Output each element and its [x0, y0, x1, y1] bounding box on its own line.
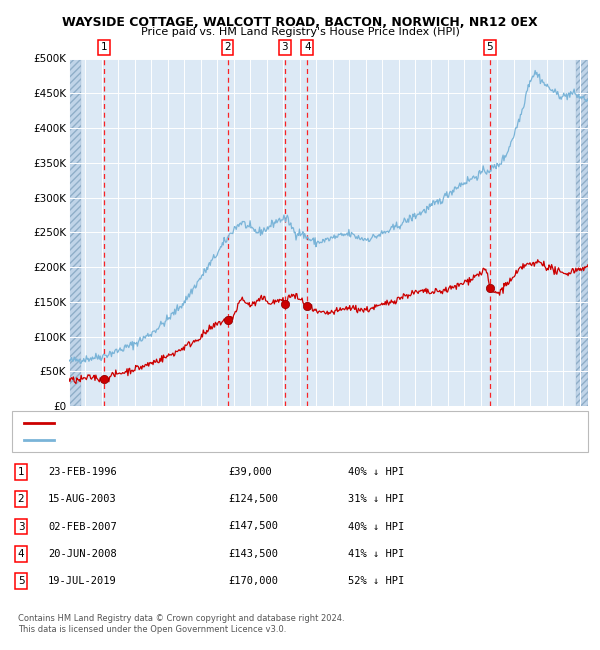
Text: 5: 5 — [487, 42, 493, 52]
Bar — [69, 58, 80, 406]
Text: 5: 5 — [17, 576, 25, 586]
Text: 3: 3 — [17, 521, 25, 532]
Text: 23-FEB-1996: 23-FEB-1996 — [48, 467, 117, 477]
Text: Contains HM Land Registry data © Crown copyright and database right 2024.
This d: Contains HM Land Registry data © Crown c… — [18, 614, 344, 634]
Text: WAYSIDE COTTAGE, WALCOTT ROAD, BACTON, NORWICH, NR12 0EX (detached house): WAYSIDE COTTAGE, WALCOTT ROAD, BACTON, N… — [60, 418, 483, 428]
Text: 41% ↓ HPI: 41% ↓ HPI — [348, 549, 404, 559]
Text: 20-JUN-2008: 20-JUN-2008 — [48, 549, 117, 559]
Text: £147,500: £147,500 — [228, 521, 278, 532]
Text: 2: 2 — [224, 42, 231, 52]
Text: 52% ↓ HPI: 52% ↓ HPI — [348, 576, 404, 586]
Text: 31% ↓ HPI: 31% ↓ HPI — [348, 494, 404, 504]
Text: 40% ↓ HPI: 40% ↓ HPI — [348, 467, 404, 477]
Text: £170,000: £170,000 — [228, 576, 278, 586]
Text: 40% ↓ HPI: 40% ↓ HPI — [348, 521, 404, 532]
Text: HPI: Average price, detached house, North Norfolk: HPI: Average price, detached house, Nort… — [60, 436, 306, 445]
Bar — [577, 58, 588, 406]
Text: 3: 3 — [281, 42, 288, 52]
Text: 1: 1 — [17, 467, 25, 477]
Bar — [577, 58, 588, 406]
Text: 4: 4 — [17, 549, 25, 559]
Text: 15-AUG-2003: 15-AUG-2003 — [48, 494, 117, 504]
Text: 02-FEB-2007: 02-FEB-2007 — [48, 521, 117, 532]
Bar — [69, 58, 80, 406]
Text: £143,500: £143,500 — [228, 549, 278, 559]
Text: £39,000: £39,000 — [228, 467, 272, 477]
Text: 19-JUL-2019: 19-JUL-2019 — [48, 576, 117, 586]
Text: WAYSIDE COTTAGE, WALCOTT ROAD, BACTON, NORWICH, NR12 0EX: WAYSIDE COTTAGE, WALCOTT ROAD, BACTON, N… — [62, 16, 538, 29]
Text: Price paid vs. HM Land Registry's House Price Index (HPI): Price paid vs. HM Land Registry's House … — [140, 27, 460, 37]
Text: 4: 4 — [304, 42, 311, 52]
Text: 2: 2 — [17, 494, 25, 504]
Text: 1: 1 — [101, 42, 107, 52]
Text: £124,500: £124,500 — [228, 494, 278, 504]
